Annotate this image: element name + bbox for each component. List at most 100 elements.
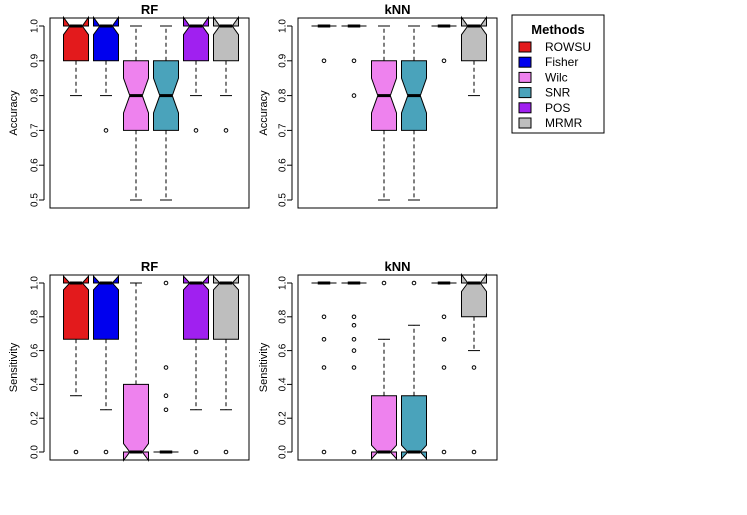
box-snr xyxy=(153,25,179,201)
outlier-point xyxy=(223,128,229,133)
legend-item-rowsu: ROWSU xyxy=(518,40,591,54)
plot-frame xyxy=(297,17,498,209)
box-rowsu xyxy=(63,15,89,97)
outlier-point xyxy=(351,314,357,320)
y-tick-label: 0.6 xyxy=(278,158,289,172)
outlier-point xyxy=(73,449,79,455)
outlier-point xyxy=(351,348,357,353)
outlier-point xyxy=(441,314,447,320)
y-tick-label: 0.5 xyxy=(278,193,289,207)
y-tick-label: 0.2 xyxy=(278,411,289,425)
y-tick-label: 0.6 xyxy=(278,343,289,357)
notched-box xyxy=(213,274,239,340)
legend-swatch xyxy=(518,87,532,99)
outlier-point xyxy=(321,314,327,320)
outlier-point xyxy=(411,280,417,286)
chart-panel-2: kNN Accuracy 0.5 0.6 0.7 0.8 0.9 1.0 xyxy=(258,2,498,209)
outlier-point xyxy=(351,58,357,64)
outlier-point xyxy=(351,93,357,98)
box-mrmr xyxy=(213,15,239,133)
notched-box xyxy=(123,383,149,462)
chart-panel-4: kNN Sensitivity 0.0 0.2 0.4 0.6 0.8 1.0 xyxy=(258,259,498,461)
box-snr xyxy=(153,280,179,454)
y-tick-label: 0.0 xyxy=(278,445,289,459)
outlier-point xyxy=(193,128,199,133)
legend-swatch xyxy=(518,117,532,129)
notched-box xyxy=(401,395,427,461)
box-pos xyxy=(183,274,209,455)
legend-swatch xyxy=(518,56,532,68)
legend-swatch xyxy=(518,41,532,53)
box-rowsu xyxy=(311,24,337,64)
panel-title: kNN xyxy=(384,2,410,17)
y-tick-label: 0.4 xyxy=(30,377,41,391)
box-mrmr xyxy=(461,272,487,455)
box-mrmr xyxy=(213,274,239,455)
notched-box xyxy=(213,15,239,62)
legend-item-mrmr: MRMR xyxy=(518,116,583,130)
notched-box xyxy=(63,15,89,62)
legend-label: SNR xyxy=(545,86,571,100)
outlier-point xyxy=(321,449,327,455)
legend-swatch xyxy=(518,102,532,114)
legend-label: MRMR xyxy=(545,116,583,130)
legend-item-snr: SNR xyxy=(518,86,571,100)
outlier-point xyxy=(163,393,169,399)
legend-item-fisher: Fisher xyxy=(518,55,578,69)
y-axis-label: Accuracy xyxy=(258,90,270,136)
y-tick-label: 0.8 xyxy=(30,309,41,323)
box-rowsu xyxy=(311,281,337,455)
outlier-point xyxy=(441,449,447,455)
outlier-point xyxy=(441,58,447,64)
outlier-point xyxy=(163,365,169,370)
y-tick-label: 0.5 xyxy=(30,193,41,207)
outlier-point xyxy=(381,280,387,286)
outlier-point xyxy=(163,407,169,413)
box-fisher xyxy=(93,15,119,133)
panel-title: RF xyxy=(141,2,158,17)
legend-item-pos: POS xyxy=(518,101,570,115)
outlier-point xyxy=(351,449,357,455)
outlier-point xyxy=(193,449,199,455)
y-tick-label: 1.0 xyxy=(278,19,289,33)
outlier-point xyxy=(321,365,327,370)
chart-panel-3: RF Sensitivity 0.0 0.2 0.4 0.6 0.8 1.0 xyxy=(8,259,250,462)
box-wilc xyxy=(123,25,149,201)
legend-item-wilc: Wilc xyxy=(518,70,568,84)
y-tick-label: 1.0 xyxy=(30,19,41,33)
box-snr xyxy=(401,25,427,201)
y-tick-label: 1.0 xyxy=(30,276,41,290)
y-tick-label: 0.6 xyxy=(30,343,41,357)
box-wilc xyxy=(123,282,149,462)
chart-panel-1: RF Accuracy 0.5 0.6 0.7 0.8 0.9 1.0 xyxy=(8,2,250,209)
plot-frame xyxy=(297,274,498,461)
notched-box xyxy=(371,395,397,461)
y-tick-label: 0.6 xyxy=(30,158,41,172)
box-wilc xyxy=(371,280,397,461)
y-tick-label: 0.8 xyxy=(278,309,289,323)
y-tick-label: 0.7 xyxy=(30,123,41,137)
outlier-point xyxy=(441,336,447,342)
outlier-point xyxy=(103,128,109,133)
panel-title: RF xyxy=(141,259,158,274)
notched-box xyxy=(93,15,119,62)
outlier-point xyxy=(223,449,229,455)
notched-box xyxy=(183,274,209,340)
outlier-point xyxy=(103,449,109,455)
box-wilc xyxy=(371,25,397,201)
y-axis-label: Accuracy xyxy=(8,90,20,136)
outlier-point xyxy=(351,322,357,328)
box-pos xyxy=(183,15,209,133)
panel-title: kNN xyxy=(384,259,410,274)
notched-box xyxy=(63,274,89,340)
y-tick-label: 0.4 xyxy=(278,377,289,391)
notched-box xyxy=(461,272,487,318)
box-mrmr xyxy=(461,15,487,97)
legend-label: ROWSU xyxy=(545,40,591,54)
legend-label: POS xyxy=(545,101,570,115)
outlier-point xyxy=(163,280,169,286)
box-fisher xyxy=(93,274,119,455)
notched-box xyxy=(93,274,119,340)
y-tick-label: 0.2 xyxy=(30,411,41,425)
notched-box xyxy=(183,15,209,62)
